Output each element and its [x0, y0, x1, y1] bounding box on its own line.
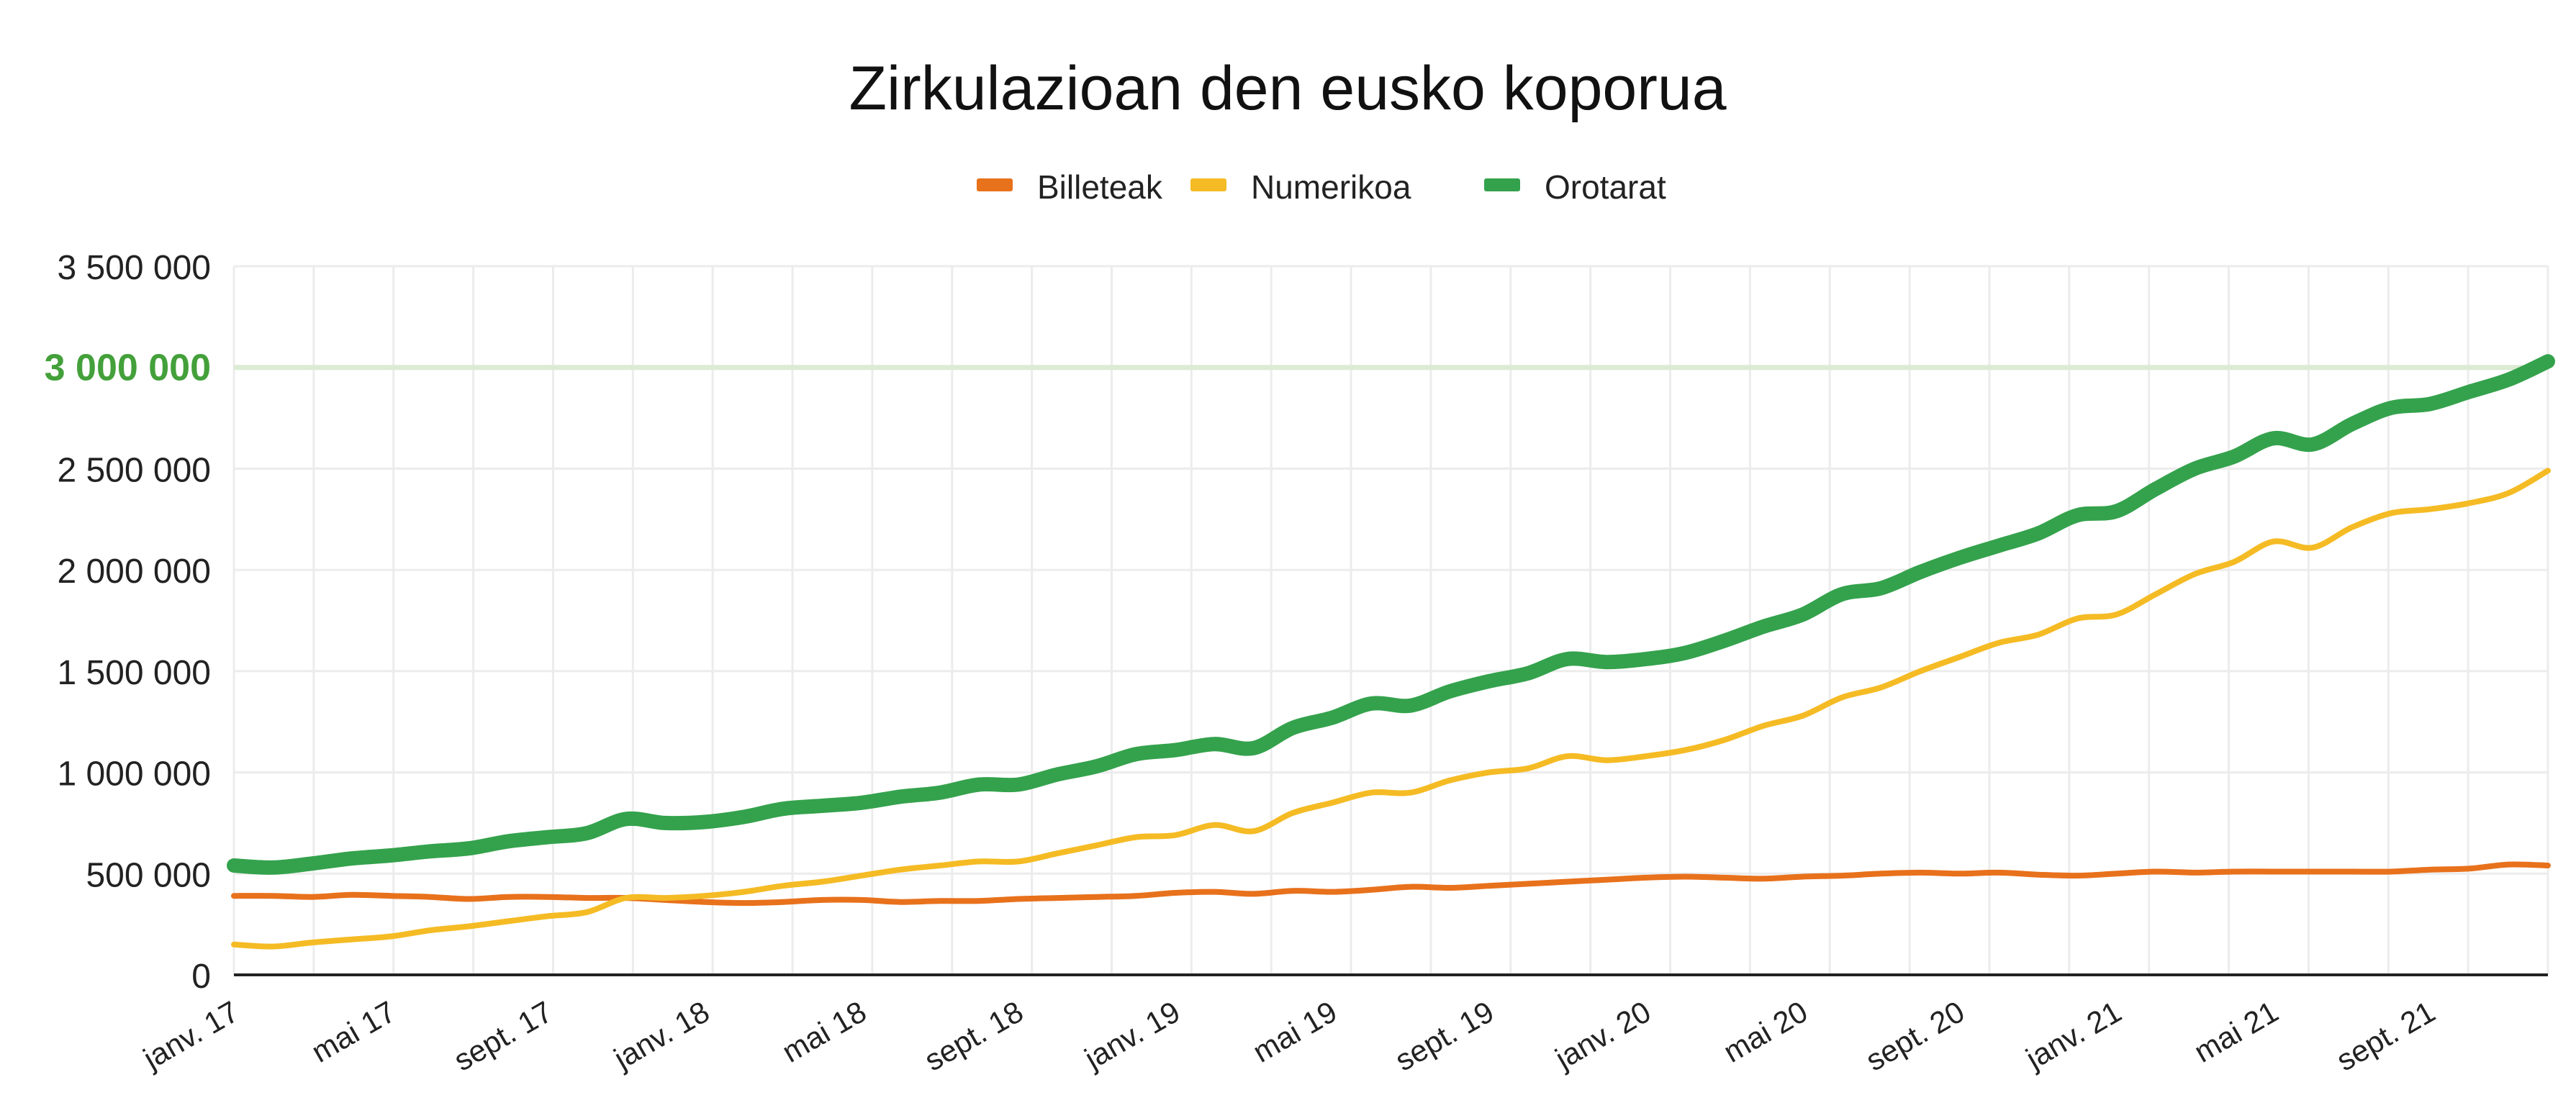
legend-label-numerikoa: Numerikoa — [1251, 168, 1411, 206]
series-lines — [227, 354, 2555, 950]
y-tick-label: 1 500 000 — [57, 654, 211, 692]
y-tick-label: 500 000 — [86, 856, 211, 894]
y-tick-label: 2 500 000 — [57, 451, 211, 489]
y-axis: 0 500 000 1 000 000 1 500 000 2 000 000 2 500… — [45, 249, 211, 996]
legend-label-orotarat: Orotarat — [1545, 168, 1666, 206]
legend-label-billeteak: Billeteak — [1037, 168, 1163, 206]
series-line-numerikoa — [231, 468, 2551, 950]
legend-swatch-billeteak — [977, 178, 1013, 191]
y-tick-label: 2 000 000 — [57, 553, 211, 591]
legend-swatch-orotarat — [1484, 178, 1520, 191]
legend: Billeteak Numerikoa Orotarat — [977, 168, 1666, 206]
y-tick-label-highlight: 3 000 000 — [45, 347, 211, 389]
legend-swatch-numerikoa — [1190, 178, 1226, 191]
grid — [232, 265, 2549, 975]
y-tick-label: 3 500 000 — [57, 249, 211, 287]
y-tick-label: 1 000 000 — [57, 755, 211, 794]
chart-title: Zirkulazioan den eusko koporua — [849, 54, 1726, 123]
series-line-orotarat — [227, 354, 2555, 875]
y-tick-label: 0 — [191, 958, 211, 996]
